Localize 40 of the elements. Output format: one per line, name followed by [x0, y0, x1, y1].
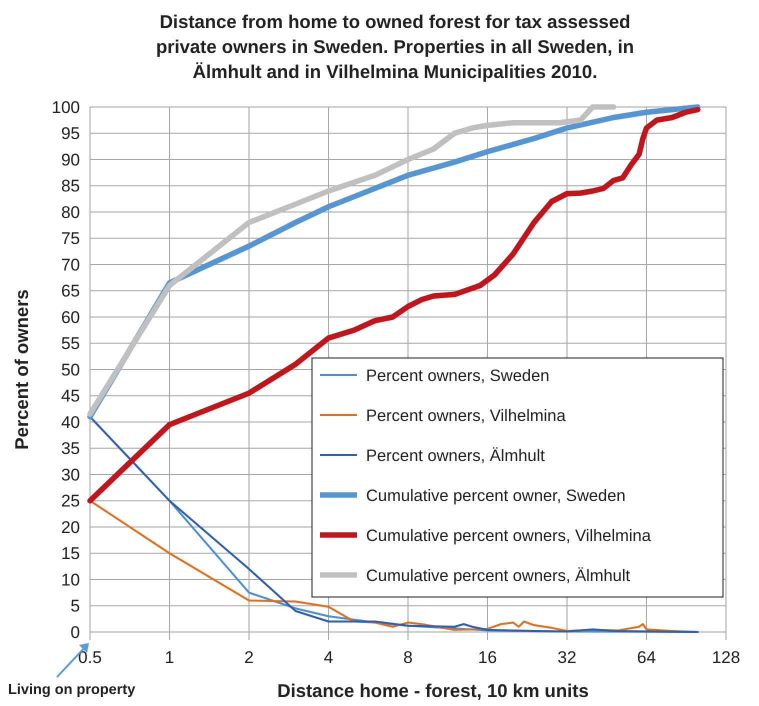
x-tick-label: 2	[244, 648, 254, 667]
x-tick-label: 1	[164, 648, 174, 667]
y-tick-label: 50	[61, 360, 80, 380]
y-tick-label: 70	[61, 255, 80, 274]
x-tick-label: 8	[403, 648, 413, 667]
y-tick-label: 20	[61, 518, 80, 537]
legend-label: Percent owners, Vilhelmina	[366, 406, 566, 425]
legend-label: Percent owners, Älmhult	[366, 446, 546, 465]
y-tick-label: 5	[70, 596, 80, 616]
x-tick-label: 64	[637, 648, 656, 667]
y-tick-label: 35	[61, 439, 80, 458]
x-tick-label: 4	[324, 648, 334, 667]
legend-label: Cumulative percent owner, Sweden	[366, 486, 626, 505]
legend-label: Cumulative percent owners, Vilhelmina	[366, 526, 652, 545]
y-tick-label: 45	[61, 386, 80, 406]
legend-label: Cumulative percent owners, Älmhult	[366, 566, 631, 585]
x-tick-label: 0.5	[78, 648, 102, 667]
y-tick-label: 15	[61, 544, 80, 564]
chart-title: Distance from home to owned forest for tax assessed private owners in Sweden. Properties in all Sweden, in Älmhult and in Vilhelmina Municipalities 2010.	[156, 11, 634, 82]
y-tick-label: 55	[61, 334, 80, 354]
y-tick-label: 95	[61, 124, 80, 144]
x-axis-title: Distance home - forest, 10 km units	[277, 680, 589, 701]
y-tick-label: 65	[61, 282, 80, 301]
y-tick-label: 75	[61, 229, 80, 248]
y-tick-label: 30	[61, 465, 80, 484]
x-tick-label: 128	[712, 648, 740, 667]
y-tick-label: 0	[70, 622, 80, 642]
x-tick-label: 32	[558, 648, 576, 667]
x-tick-label: 16	[478, 648, 497, 667]
y-tick-label: 40	[61, 412, 80, 432]
y-tick-label: 80	[61, 202, 80, 222]
y-axis-title: Percent of owners	[11, 289, 32, 450]
legend-label: Percent owners, Sweden	[366, 366, 550, 385]
y-tick-label: 100	[52, 98, 80, 117]
y-tick-label: 85	[61, 176, 80, 196]
text: Living on property	[8, 682, 136, 698]
y-tick-label: 25	[61, 492, 80, 511]
y-tick-label: 60	[61, 308, 80, 327]
y-tick-label: 10	[61, 570, 80, 590]
y-tick-label: 90	[61, 150, 80, 170]
